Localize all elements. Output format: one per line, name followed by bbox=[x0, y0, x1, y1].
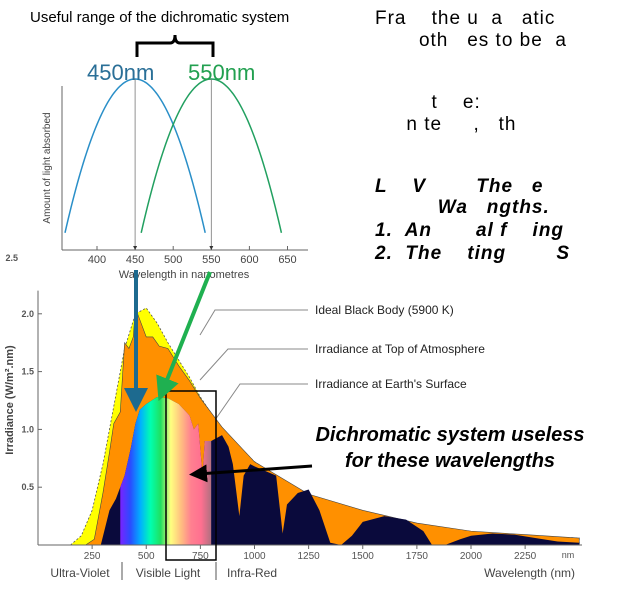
obscured-text-line: 1. An al f ing bbox=[375, 220, 565, 241]
annotations: Useful range of the dichromatic system 45… bbox=[30, 9, 289, 412]
x-tick-label: 500 bbox=[138, 551, 155, 562]
inset-x-tick-label: 650 bbox=[278, 254, 296, 266]
obscured-text-line: Wa ngths. bbox=[375, 197, 550, 218]
x-tick-label: 1000 bbox=[243, 551, 266, 562]
absorption-chart: 400 450 500 550 600 650 Wavelength in nanometr… bbox=[42, 78, 308, 281]
legend-label: Irradiance at Top of Atmosphere bbox=[315, 342, 485, 356]
y-tick-label: 1.0 bbox=[21, 424, 34, 434]
legend-leader bbox=[214, 383, 308, 421]
x-tick-label: 1750 bbox=[406, 551, 429, 562]
series-earth-surface bbox=[100, 397, 580, 545]
obscured-text-line: L V The e bbox=[375, 176, 544, 197]
x-tick-label: 250 bbox=[84, 551, 101, 562]
arrow-550 bbox=[156, 271, 212, 402]
y-axis-label: Irradiance (W/m².nm) bbox=[4, 345, 16, 455]
region-ultra-violet: Ultra-Violet bbox=[50, 566, 110, 580]
obscured-text-line: n te , th bbox=[375, 114, 517, 135]
obscured-text-line: oth es to be a bbox=[375, 30, 567, 51]
x-tick-label: 1500 bbox=[352, 551, 375, 562]
legend-label: Irradiance at Earth's Surface bbox=[315, 377, 467, 391]
y-tick-label: 2.5 bbox=[5, 253, 18, 263]
x-tick-label: 1250 bbox=[298, 551, 321, 562]
inset-x-tick-label: 500 bbox=[164, 254, 182, 266]
region-visible-light: Visible Light bbox=[136, 566, 201, 580]
inset-x-tick-label: 400 bbox=[88, 254, 106, 266]
inset-x-axis-label: Wavelength in nanometres bbox=[119, 269, 250, 281]
obscured-text-line: t e: bbox=[375, 92, 481, 113]
legend-label: Ideal Black Body (5900 K) bbox=[315, 303, 454, 317]
x-tick-label: 750 bbox=[192, 551, 209, 562]
y-tick-label: 1.5 bbox=[21, 367, 34, 377]
useless-range-box bbox=[165, 390, 217, 561]
inset-y-axis-label: Amount of light absorbed bbox=[42, 112, 53, 223]
x-tick-label: 2000 bbox=[460, 551, 483, 562]
inset-x-tick-label: 450 bbox=[126, 254, 144, 266]
y-tick-label: 0.5 bbox=[21, 482, 34, 492]
obscured-text-line: Fra the u a atic bbox=[375, 8, 556, 29]
obscured-text-line: 2. The ting S bbox=[375, 243, 571, 264]
annotation-arrow bbox=[189, 464, 313, 483]
label-550nm: 550nm bbox=[188, 60, 255, 85]
inset-x-tick-label: 600 bbox=[240, 254, 258, 266]
label-450nm: 450nm bbox=[87, 60, 154, 85]
y-tick-label: 2.0 bbox=[21, 309, 34, 319]
x-tick-label: 2250 bbox=[514, 551, 537, 562]
annotation-line-1: Dichromatic system useless bbox=[315, 424, 584, 446]
legend-leader bbox=[199, 309, 308, 336]
region-infra-red: Infra-Red bbox=[227, 566, 277, 580]
inset-x-tick-label: 550 bbox=[202, 254, 220, 266]
x-unit-label: nm bbox=[562, 550, 575, 560]
useful-range-title: Useful range of the dichromatic system bbox=[30, 9, 289, 26]
annotation-line-2: for these wavelengths bbox=[345, 450, 555, 472]
legend-leader bbox=[199, 348, 308, 381]
range-brace bbox=[135, 34, 215, 57]
irradiance-chart: 0.5 1.0 1.5 2.0 2.5 250 500 750 1000 1250 1500 1750… bbox=[4, 253, 585, 580]
x-axis-label: Wavelength (nm) bbox=[484, 566, 575, 580]
